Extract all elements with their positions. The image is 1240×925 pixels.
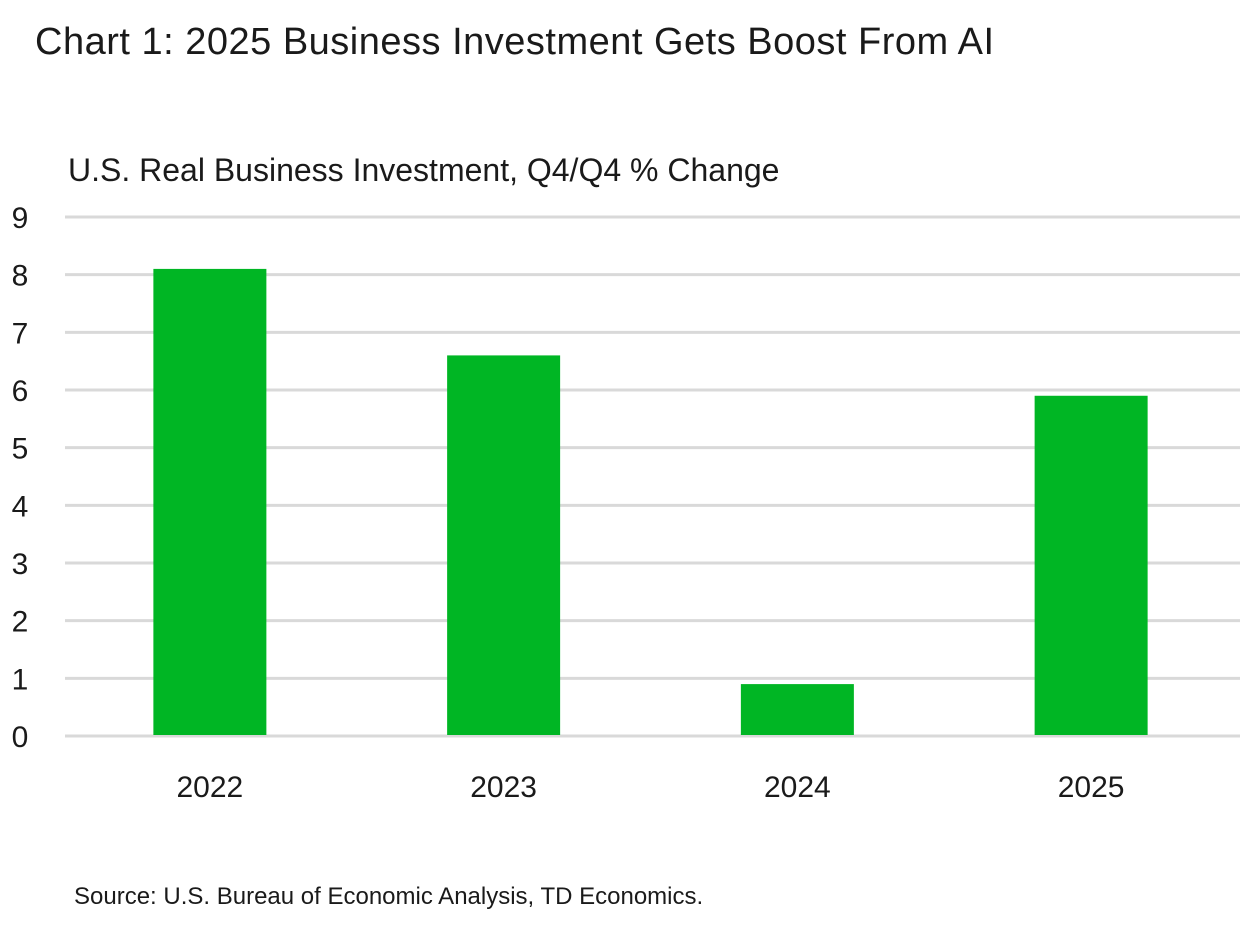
y-tick-label: 8: [12, 260, 29, 293]
y-tick-label: 5: [12, 433, 29, 466]
y-tick-label: 2: [12, 606, 29, 639]
bar-2025: [1034, 395, 1148, 735]
chart-subtitle: U.S. Real Business Investment, Q4/Q4 % C…: [68, 152, 780, 188]
x-tick-label: 2024: [764, 771, 831, 804]
y-tick-label: 4: [12, 490, 29, 523]
y-tick-label: 9: [12, 202, 29, 235]
y-tick-label: 0: [12, 721, 29, 754]
bar-2023: [447, 355, 561, 735]
x-tick-label: 2022: [177, 771, 244, 804]
y-tick-label: 1: [12, 663, 29, 696]
y-tick-label: 7: [12, 317, 29, 350]
y-tick-label: 6: [12, 375, 29, 408]
chart-title: Chart 1: 2025 Business Investment Gets B…: [35, 21, 995, 63]
bar-2022: [153, 268, 267, 735]
x-tick-label: 2023: [470, 771, 537, 804]
y-tick-label: 3: [12, 548, 29, 581]
bar-2024: [740, 684, 854, 735]
source-note: Source: U.S. Bureau of Economic Analysis…: [74, 883, 704, 910]
x-tick-label: 2025: [1058, 771, 1125, 804]
